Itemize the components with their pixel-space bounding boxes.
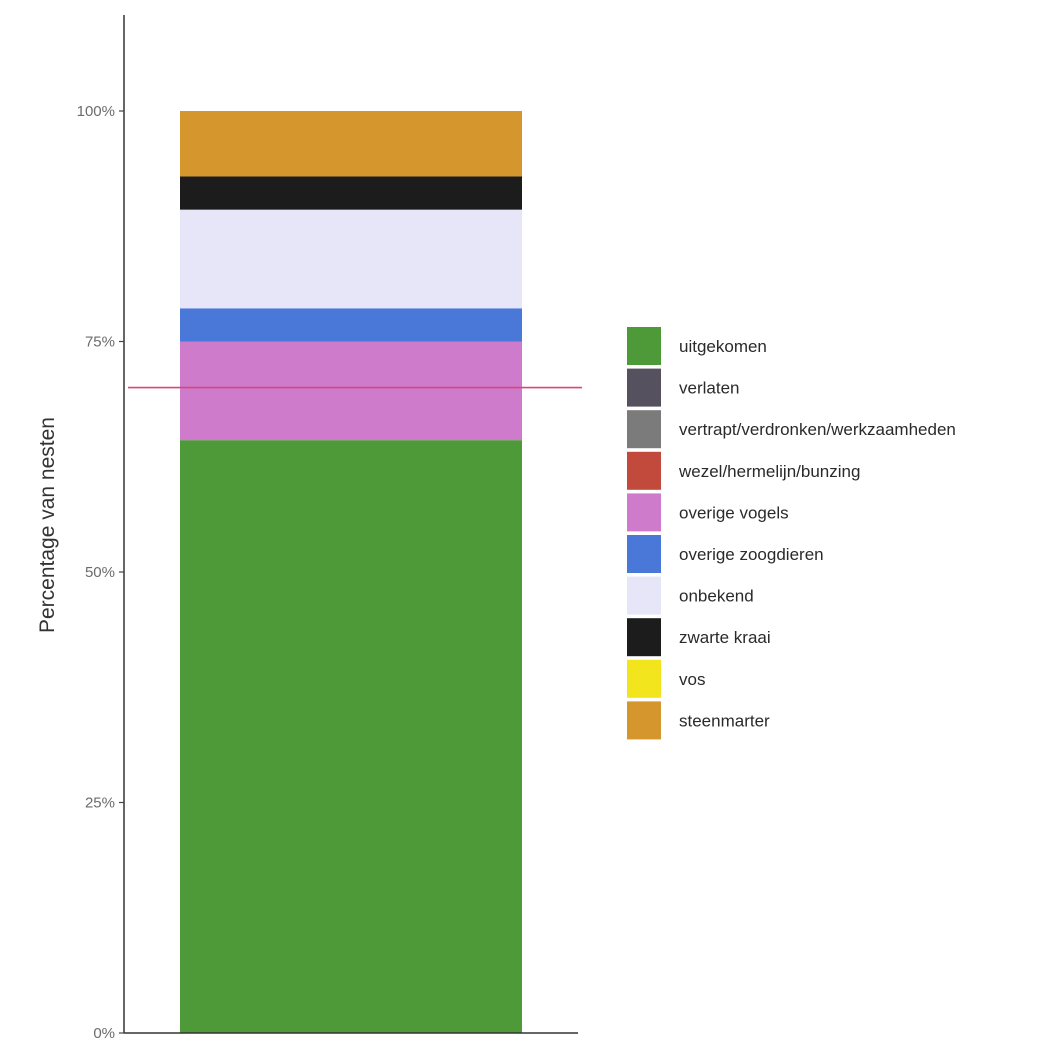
legend-label-2: vertrapt/verdronken/werkzaamheden xyxy=(679,420,956,439)
bar-segment-5 xyxy=(180,308,522,342)
legend-swatch-8 xyxy=(627,659,661,698)
legend-label-3: wezel/hermelijn/bunzing xyxy=(678,462,860,481)
y-axis-ticks: 0% 25% 50% 75% 100% xyxy=(77,103,124,1041)
legend: uitgekomen verlaten vertrapt/verdronken/we… xyxy=(627,327,956,740)
bar-segment-0 xyxy=(180,440,522,1033)
legend-swatch-5 xyxy=(627,535,661,573)
legend-swatch-6 xyxy=(627,576,661,615)
legend-label-5: overige zoogdieren xyxy=(679,545,824,564)
legend-label-4: overige vogels xyxy=(679,503,789,522)
bar-segment-9 xyxy=(180,111,522,177)
bar-segment-7 xyxy=(180,176,522,210)
y-tick-label: 25% xyxy=(85,795,115,812)
bar-segment-6 xyxy=(180,209,522,309)
legend-label-6: onbekend xyxy=(679,587,754,606)
bar-segment-4 xyxy=(180,341,522,441)
legend-swatch-7 xyxy=(627,618,661,657)
legend-swatch-0 xyxy=(627,327,661,365)
legend-swatch-1 xyxy=(627,368,661,407)
y-axis-title: Percentage van nesten xyxy=(36,417,59,633)
stacked-bar xyxy=(180,111,522,1033)
legend-label-8: vos xyxy=(679,670,705,689)
y-tick-label: 50% xyxy=(85,564,115,581)
legend-swatch-4 xyxy=(627,493,661,532)
legend-label-0: uitgekomen xyxy=(679,337,767,356)
y-tick-label: 0% xyxy=(93,1025,115,1041)
legend-label-1: verlaten xyxy=(679,379,739,398)
y-tick-label: 100% xyxy=(77,103,115,120)
legend-swatch-3 xyxy=(627,451,661,490)
legend-swatch-2 xyxy=(627,410,661,449)
y-tick-label: 75% xyxy=(85,334,115,351)
legend-label-7: zwarte kraai xyxy=(679,628,771,647)
legend-label-9: steenmarter xyxy=(679,711,770,730)
legend-swatch-9 xyxy=(627,701,661,740)
